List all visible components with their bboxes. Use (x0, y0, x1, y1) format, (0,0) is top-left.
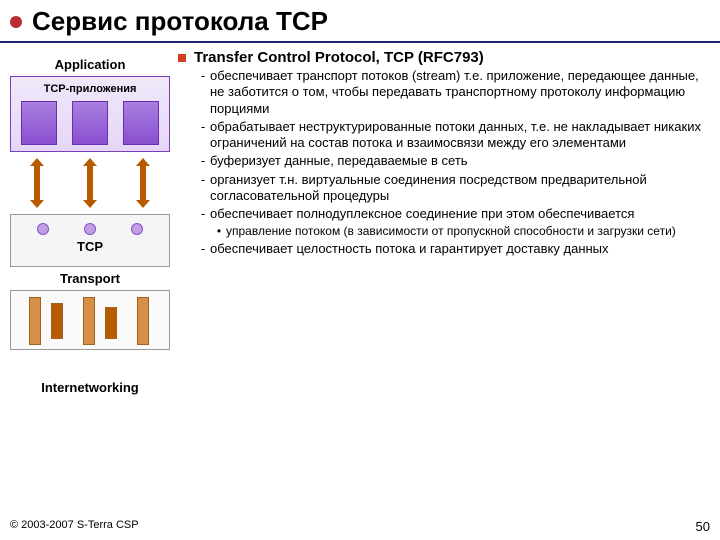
sub-bullet-text: управление потоком (в зависимости от про… (226, 224, 676, 239)
section-header: Transfer Control Protocol, TCP (RFC793) (178, 49, 710, 66)
internetworking-label: Internetworking (10, 380, 170, 395)
diagram-column: Application TCP-приложения TCP Transport (10, 49, 170, 399)
transport-diagram (10, 290, 170, 350)
title-bar: Сервис протокола TCP (0, 0, 720, 43)
bidir-arrow-icon (83, 158, 97, 208)
socket-icon (37, 223, 49, 235)
tcp-layer-box: TCP (10, 214, 170, 267)
red-bullet-icon (178, 54, 186, 62)
tcp-label: TCP (19, 239, 161, 254)
bullet-text: организует т.н. виртуальные соединения п… (210, 172, 710, 205)
dash-icon: - (196, 206, 210, 222)
buffer-bar (105, 307, 117, 339)
main-content: Application TCP-приложения TCP Transport (0, 43, 720, 399)
list-item: -обеспечивает полнодуплексное соединение… (196, 206, 710, 222)
arrows-row (10, 158, 170, 208)
list-item: •управление потоком (в зависимости от пр… (212, 224, 710, 239)
dash-icon: - (196, 153, 210, 169)
apps-row (17, 101, 163, 145)
list-item: -организует т.н. виртуальные соединения … (196, 172, 710, 205)
title-bullet-icon (10, 16, 22, 28)
copyright: © 2003-2007 S-Terra CSP (10, 519, 139, 534)
bidir-arrow-icon (136, 158, 150, 208)
list-item: -обрабатывает неструктурированные потоки… (196, 119, 710, 152)
dash-icon: - (196, 172, 210, 205)
tcp-apps-label: TCP-приложения (17, 83, 163, 95)
bullet-text: обрабатывает неструктурированные потоки … (210, 119, 710, 152)
buffer-bar (29, 297, 41, 345)
socket-icon (131, 223, 143, 235)
bullet-text: обеспечивает транспорт потоков (stream) … (210, 68, 710, 117)
header-text: Transfer Control Protocol, TCP (RFC793) (194, 49, 484, 66)
footer: © 2003-2007 S-Terra CSP 50 (10, 519, 710, 534)
buffer-bar (137, 297, 149, 345)
list-item: -буферизует данные, передаваемые в сеть (196, 153, 710, 169)
sockets-row (19, 223, 161, 235)
bullet-list-2: -обеспечивает целостность потока и гаран… (178, 241, 710, 257)
bidir-arrow-icon (30, 158, 44, 208)
dash-icon: - (196, 68, 210, 117)
application-label: Application (10, 57, 170, 72)
page-title: Сервис протокола TCP (32, 6, 328, 37)
bullet-text: буферизует данные, передаваемые в сеть (210, 153, 468, 169)
tcp-apps-box: TCP-приложения (10, 76, 170, 152)
bullet-text: обеспечивает целостность потока и гарант… (210, 241, 609, 257)
list-item: -обеспечивает целостность потока и гаран… (196, 241, 710, 257)
transport-label: Transport (10, 271, 170, 286)
dash-icon: - (196, 241, 210, 257)
socket-icon (84, 223, 96, 235)
buffer-bar (51, 303, 63, 339)
list-item: -обеспечивает транспорт потоков (stream)… (196, 68, 710, 117)
bullet-list: -обеспечивает транспорт потоков (stream)… (178, 68, 710, 222)
text-column: Transfer Control Protocol, TCP (RFC793) … (170, 49, 710, 399)
app-block (72, 101, 108, 145)
app-block (21, 101, 57, 145)
dash-icon: - (196, 119, 210, 152)
dot-icon: • (212, 224, 226, 239)
sub-bullet-list: •управление потоком (в зависимости от пр… (178, 224, 710, 239)
buffer-bar (83, 297, 95, 345)
app-block (123, 101, 159, 145)
page-number: 50 (696, 519, 710, 534)
bullet-text: обеспечивает полнодуплексное соединение … (210, 206, 634, 222)
